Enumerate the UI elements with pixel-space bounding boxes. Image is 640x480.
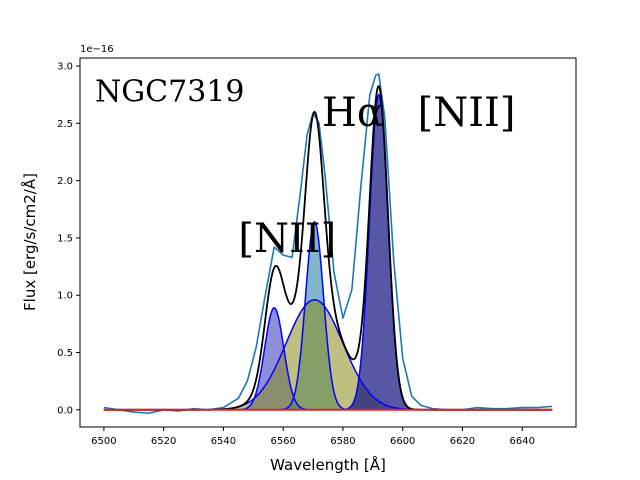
- y-offset-label: 1e−16: [80, 44, 114, 55]
- y-axis-label: Flux [erg/s/cm2/Å]: [20, 173, 39, 311]
- x-tick-label: 6620: [450, 436, 475, 447]
- x-tick-label: 6640: [509, 436, 534, 447]
- annotation-0: NGC7319: [95, 75, 245, 110]
- y-tick-label: 1.0: [57, 291, 73, 302]
- y-tick-label: 2.0: [57, 176, 73, 187]
- y-axis-ticks: 0.0 0.5 1.0 1.5 2.0 2.5 3.0: [57, 62, 80, 416]
- x-tick-label: 6540: [211, 436, 236, 447]
- x-tick-label: 6500: [91, 436, 116, 447]
- y-tick-label: 1.5: [57, 233, 73, 244]
- plot-frame: [79, 57, 577, 428]
- y-tick-label: 3.0: [57, 62, 73, 73]
- y-tick-label: 0.5: [57, 348, 73, 359]
- y-tick-label: 0.0: [57, 405, 73, 416]
- x-axis-ticks: 6500 6520 6540 6560 6580 6600 6620 6640: [91, 427, 535, 447]
- x-axis-label: Wavelength [Å]: [270, 455, 386, 474]
- annotation-2: [NII]: [238, 216, 336, 262]
- annotation-1: Hα: [322, 90, 384, 136]
- annotation-3: [NII]: [418, 90, 516, 136]
- x-tick-label: 6520: [151, 436, 176, 447]
- x-tick-label: 6600: [390, 436, 415, 447]
- annotations: NGC7319 Hα [NII] [NII]: [95, 75, 516, 262]
- x-tick-label: 6560: [270, 436, 295, 447]
- y-tick-label: 2.5: [57, 119, 73, 130]
- x-tick-label: 6580: [330, 436, 355, 447]
